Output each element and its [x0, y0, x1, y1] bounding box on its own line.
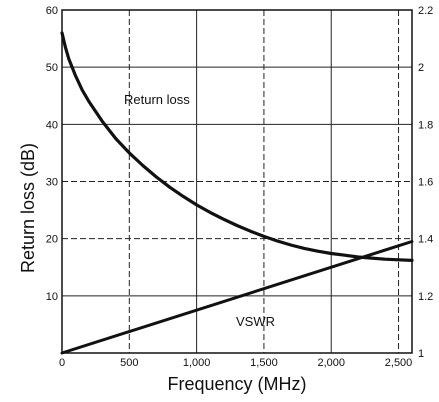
y-right-tick-label: 1	[418, 348, 424, 360]
y-left-tick-label: 60	[46, 5, 58, 17]
y-left-tick-label: 40	[46, 119, 58, 131]
series-line-return-loss	[60, 31, 414, 262]
y-axis-title-left: Return loss (dB)	[18, 143, 38, 273]
y-left-tick-label: 50	[46, 62, 58, 74]
y-right-tick-label: 1.6	[418, 177, 433, 189]
x-tick-label: 2,000	[317, 357, 345, 369]
x-axis-title: Frequency (MHz)	[167, 374, 306, 394]
x-tick-label: 1,500	[250, 357, 278, 369]
grid	[62, 10, 412, 353]
y-right-tick-label: 2.2	[418, 5, 433, 17]
annotation-return-loss: Return loss	[124, 92, 190, 107]
tick-labels: 0 500 1,000 1,500 2,000 2,500 10 20 30 40 50 60 1 1.2…	[46, 5, 434, 369]
y-right-tick-label: 1.4	[418, 234, 433, 246]
y-left-tick-label: 10	[46, 291, 58, 303]
y-right-tick-label: 1.2	[418, 291, 433, 303]
x-tick-label: 1,000	[183, 357, 211, 369]
x-tick-label: 500	[120, 357, 138, 369]
y-left-tick-label: 20	[46, 234, 58, 246]
series-line-vswr	[60, 240, 414, 355]
plot-frame	[61, 9, 413, 354]
y-right-tick-label: 1.8	[418, 119, 433, 131]
series-layer	[60, 31, 414, 355]
x-tick-label: 0	[59, 357, 65, 369]
y-left-tick-label: 30	[46, 177, 58, 189]
x-tick-label: 2,500	[385, 357, 413, 369]
y-right-tick-label: 2	[418, 62, 424, 74]
annotation-vswr: VSWR	[236, 314, 275, 329]
